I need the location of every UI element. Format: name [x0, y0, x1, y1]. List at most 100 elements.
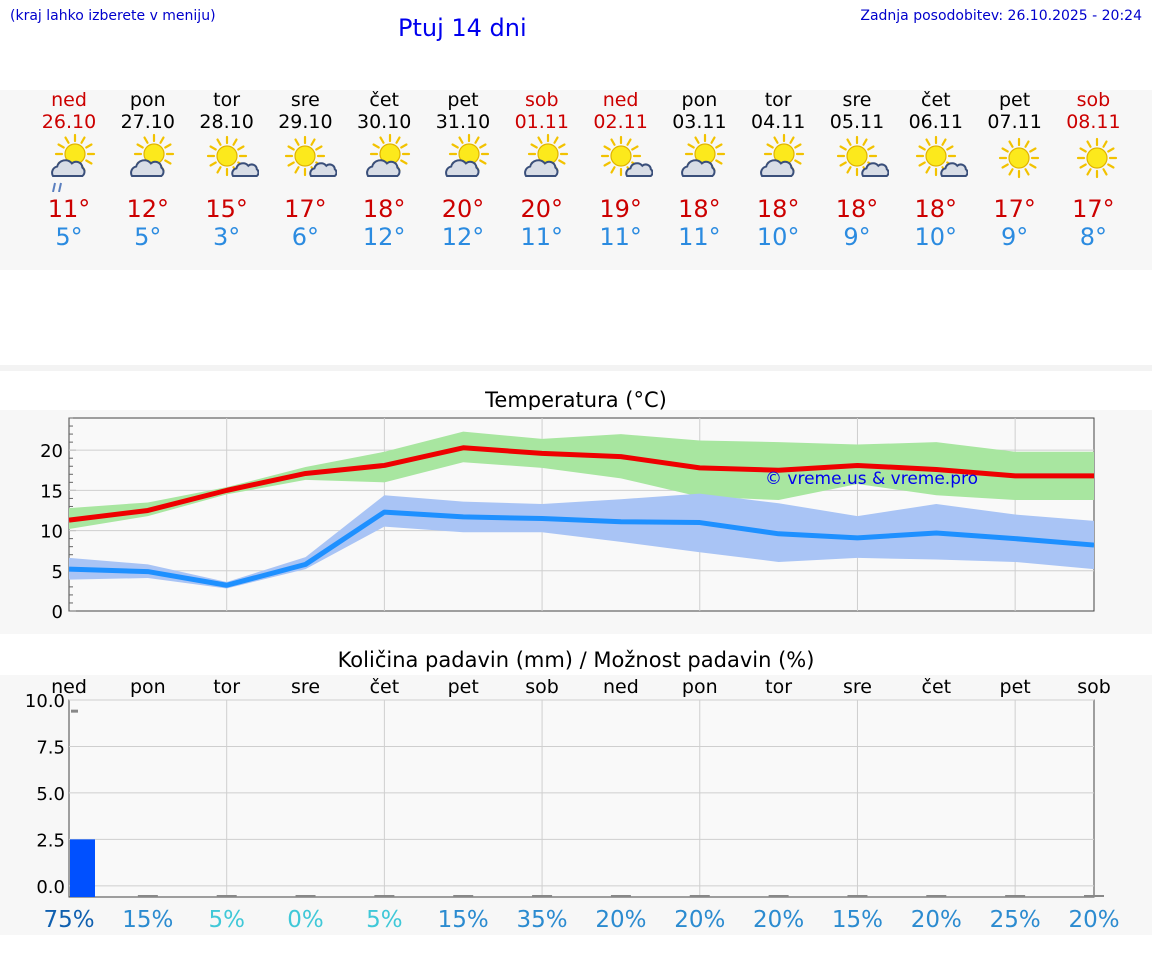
day-name: pon [129, 89, 166, 111]
precip-probability-label: 75% [43, 907, 94, 933]
precip-probability-label: 35% [517, 907, 568, 933]
forecast-day: čet 06.11 18° 10° [896, 89, 976, 251]
temp-min: 10° [756, 223, 800, 251]
temp-chart-title: Temperatura (°C) [485, 388, 667, 412]
temp-min: 5° [55, 223, 83, 251]
temp-max: 20° [441, 195, 485, 223]
precip-bar [1084, 895, 1104, 897]
temp-min: 6° [291, 223, 320, 251]
sun-cloud-icon [445, 133, 490, 177]
x-tick-label: sre [291, 676, 320, 698]
temp-max: 18° [362, 195, 406, 223]
day-name: sob [525, 89, 559, 111]
day-date: 31.10 [435, 111, 491, 133]
x-tick-label: ned [603, 676, 639, 698]
precip-probability-label: 15% [832, 907, 883, 933]
precip-probability-label: 20% [911, 907, 962, 933]
day-date: 01.11 [514, 111, 569, 133]
x-tick-label: pon [682, 676, 718, 698]
y-tick-label: 10 [40, 522, 63, 543]
x-tick-label: sob [1077, 676, 1111, 698]
max-temp-band [69, 431, 1094, 529]
y-tick-label: 10.0 [25, 691, 65, 712]
sun-small-cloud-icon [285, 135, 338, 177]
precip-bar [926, 895, 947, 897]
precip-bar [137, 895, 158, 897]
precip-probability-label: 20% [1068, 907, 1119, 933]
sun-small-cloud-icon [206, 135, 259, 177]
day-name: pet [998, 89, 1031, 111]
day-name: tor [764, 89, 792, 111]
sun-cloud-icon [681, 133, 726, 177]
sun-icon [1077, 137, 1118, 179]
precip-probability-label: 20% [674, 907, 725, 933]
y-tick-label: 15 [40, 481, 63, 502]
sun-small-cloud-icon [915, 135, 968, 177]
precip-bar [532, 895, 553, 897]
day-date: 03.11 [672, 111, 727, 133]
precip-bar [610, 895, 631, 897]
temperature-chart: 0 5 10 15 20 © vreme.us & vreme.pro [40, 417, 1095, 623]
temp-min: 11° [599, 223, 642, 251]
sun-small-cloud-icon [836, 135, 889, 177]
day-name: pon [681, 89, 718, 111]
y-tick-label: 20 [40, 441, 63, 462]
min-temp-line [68, 509, 1095, 588]
day-date: 26.10 [41, 111, 97, 133]
sun-icon [998, 137, 1039, 179]
temp-min: 12° [362, 223, 406, 251]
precip-probability-label: 5% [208, 907, 245, 933]
y-tick-label: 5.0 [36, 784, 65, 805]
day-date: 29.10 [278, 111, 333, 133]
temp-max: 15° [205, 195, 248, 223]
day-name: čet [921, 89, 951, 111]
forecast-day: pet 07.11 17° 9° [975, 89, 1055, 251]
day-date: 08.11 [1066, 111, 1121, 133]
temp-min: 8° [1079, 223, 1108, 251]
day-date: 28.10 [199, 111, 254, 133]
temp-max: 18° [835, 195, 879, 223]
sun-cloud-rain-icon [51, 133, 96, 192]
forecast-day: tor 04.11 18° 10° [738, 89, 818, 251]
forecast-day: čet 30.10 18° 12° [344, 89, 424, 251]
temp-max: 12° [126, 195, 170, 223]
temp-min: 9° [1000, 223, 1029, 251]
day-name: sob [1076, 89, 1111, 111]
precip-probability-label: 25% [990, 907, 1041, 933]
day-name: sre [290, 89, 320, 111]
precip-probability-label: 15% [122, 907, 173, 933]
x-tick-label: čet [370, 676, 400, 698]
precip-probability-label: 5% [366, 907, 403, 933]
x-tick-label: pet [448, 676, 479, 698]
forecast-day: ned 26.10 11° 5° [29, 89, 109, 251]
precip-bar [689, 895, 710, 897]
precip-probability-label: 20% [753, 907, 804, 933]
precip-bar [295, 895, 316, 897]
precip-bar [768, 895, 789, 897]
day-date: 04.11 [750, 111, 806, 133]
temp-max: 11° [47, 195, 91, 223]
temp-min: 12° [441, 223, 485, 251]
day-name: sre [842, 89, 872, 111]
forecast-day: sre 05.11 18° 9° [817, 89, 897, 251]
x-tick-label: pet [1000, 676, 1031, 698]
forecast-band [0, 90, 1152, 270]
header-left-note[interactable]: (kraj lahko izberete v meniju) [10, 8, 216, 24]
x-tick-label: sob [525, 676, 559, 698]
day-name: tor [213, 89, 241, 111]
x-tick-label: ned [51, 676, 87, 698]
day-date: 05.11 [829, 111, 885, 133]
temp-max: 20° [520, 195, 564, 223]
temp-max: 17° [284, 195, 327, 223]
max-temp-line [68, 445, 1094, 523]
precip-probability-label: 0% [287, 907, 324, 933]
last-updated: Zadnja posodobitev: 26.10.2025 - 20:24 [860, 8, 1142, 24]
forecast-day: tor 28.10 15° 3° [187, 89, 267, 251]
plot-area [68, 699, 1095, 898]
min-temp-band [69, 493, 1094, 589]
temp-min: 9° [843, 223, 871, 251]
precip-bar [847, 895, 868, 897]
y-tick-label: 5 [52, 562, 63, 583]
temp-max: 18° [678, 195, 721, 223]
temp-max: 19° [599, 195, 642, 223]
